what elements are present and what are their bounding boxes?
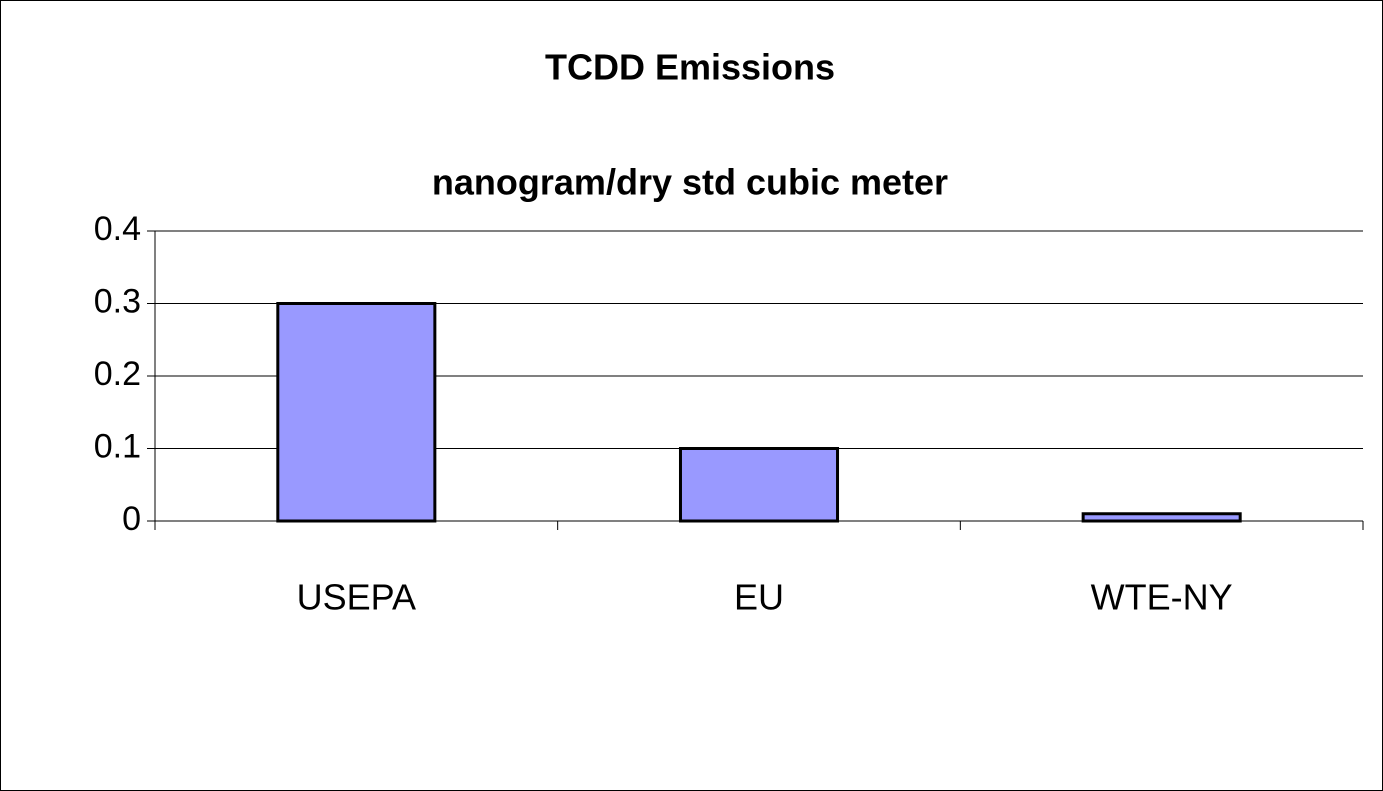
- bar: [678, 447, 840, 523]
- x-tick-label: EU: [734, 577, 784, 618]
- y-tick-label: 0: [122, 500, 141, 538]
- chart-subtitle: nanogram/dry std cubic meter: [432, 162, 948, 203]
- chart-title: TCDD Emissions: [545, 47, 835, 88]
- y-tick-label: 0.1: [94, 427, 141, 465]
- bar: [1081, 512, 1242, 523]
- y-tick-label: 0.4: [94, 210, 141, 248]
- bar: [276, 302, 437, 523]
- x-tick-label: USEPA: [297, 577, 416, 618]
- y-tick-label: 0.3: [94, 282, 141, 320]
- y-tick-label: 0.2: [94, 355, 141, 393]
- x-tick-label: WTE-NY: [1091, 577, 1233, 618]
